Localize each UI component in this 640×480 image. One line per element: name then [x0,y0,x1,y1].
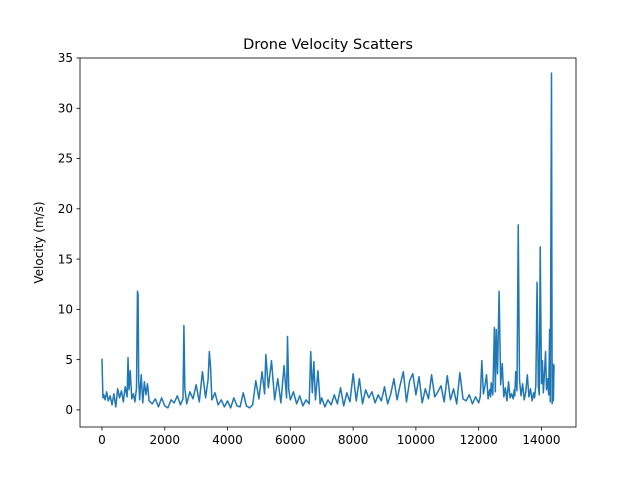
y-tick-label: 10 [58,303,73,317]
x-tick-label: 4000 [212,433,243,447]
x-tick-label: 14000 [522,433,560,447]
y-tick-label: 35 [58,51,73,65]
x-tick-label: 2000 [149,433,180,447]
x-tick-label: 10000 [397,433,435,447]
y-tick-label: 15 [58,252,73,266]
y-tick-label: 20 [58,202,73,216]
y-axis-label: Velocity (m/s) [32,201,46,283]
y-tick-label: 25 [58,152,73,166]
axes-frame [79,57,577,428]
x-axis: 0 2000 4000 6000 8000 10000 12000 14000 [98,427,561,447]
x-tick-label: 0 [98,433,106,447]
y-tick-label: 30 [58,101,73,115]
plot-area [101,72,555,409]
chart-title: Drone Velocity Scatters [243,37,413,53]
series-line-velocity [101,72,555,409]
y-axis: 0 5 10 15 20 25 30 35 [58,51,80,417]
y-tick-label: 5 [65,353,73,367]
x-tick-label: 6000 [275,433,306,447]
x-tick-label: 8000 [338,433,369,447]
y-tick-label: 0 [65,403,73,417]
x-tick-label: 12000 [460,433,498,447]
